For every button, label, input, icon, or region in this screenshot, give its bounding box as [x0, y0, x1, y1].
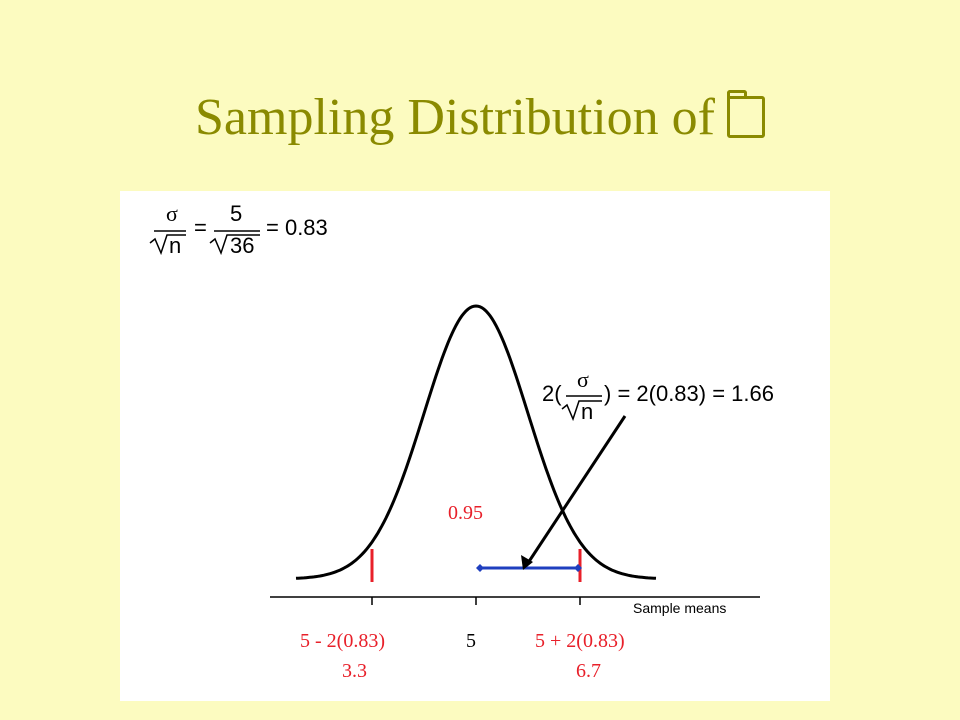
formula-five: 5	[230, 201, 242, 226]
formula-equals: =	[194, 215, 207, 240]
sqrt-icon	[149, 234, 186, 256]
sqrt-icon	[561, 400, 602, 422]
sampling-distribution-diagram: σ n = 5 36 = 0.83 2( σ n ) = 2(0.83) = 1…	[149, 201, 774, 682]
formula-sigma: σ	[577, 367, 589, 392]
formula-prefix: 2(	[542, 381, 562, 406]
right-bound-value: 6.7	[576, 660, 601, 682]
normal-curve	[295, 304, 657, 580]
probability-label: 0.95	[448, 502, 483, 524]
two-standard-errors-formula: 2( σ n ) = 2(0.83) = 1.66	[542, 367, 774, 424]
sqrt-icon	[209, 234, 260, 256]
formula-thirtysix: 36	[230, 233, 254, 258]
formula-n: n	[581, 399, 593, 424]
arrow-head-icon	[521, 555, 533, 570]
formula-sigma: σ	[166, 201, 178, 226]
center-value: 5	[466, 630, 476, 652]
diagram-panel: σ n = 5 36 = 0.83 2( σ n ) = 2(0.83) = 1…	[120, 191, 830, 701]
interval-right-diamond-icon	[574, 564, 582, 572]
arrow-line	[526, 415, 627, 564]
interval-left-diamond-icon	[476, 564, 484, 572]
slide-title: Sampling Distribution of	[0, 88, 960, 147]
right-bound-formula: 5 + 2(0.83)	[535, 630, 625, 652]
left-bound-value: 3.3	[342, 660, 367, 682]
x-bar-symbol-icon	[727, 90, 765, 138]
formula-result: = 0.83	[266, 215, 328, 240]
axis-label: Sample means	[633, 600, 726, 616]
formula-suffix: ) = 2(0.83) = 1.66	[604, 381, 774, 406]
left-bound-formula: 5 - 2(0.83)	[300, 630, 385, 652]
standard-error-formula: σ n = 5 36 = 0.83	[149, 201, 328, 258]
title-text: Sampling Distribution of	[195, 89, 715, 146]
formula-n: n	[169, 233, 181, 258]
